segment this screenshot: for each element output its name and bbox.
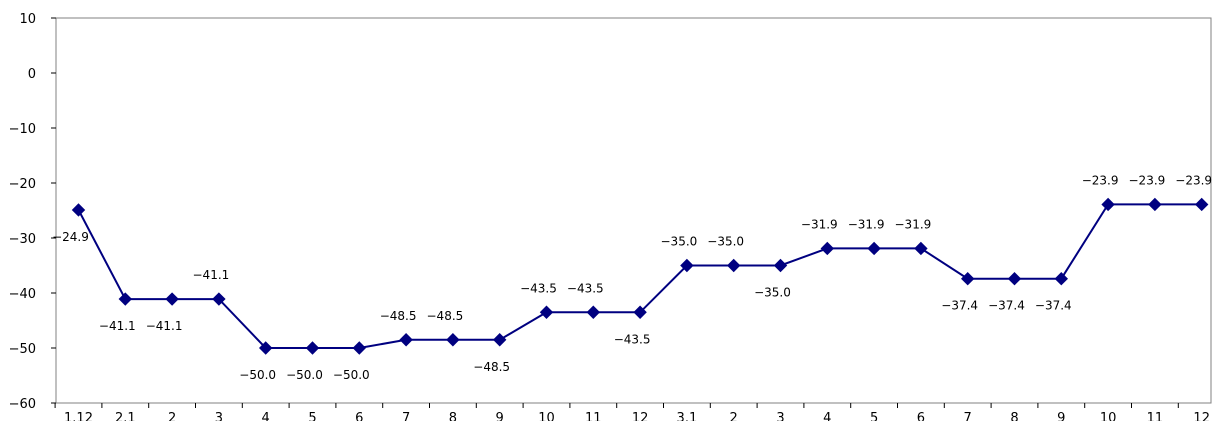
x-tick-label: 10 (538, 411, 555, 421)
data-label: −31.9 (801, 217, 838, 231)
data-label: −43.5 (520, 281, 557, 295)
series-polyline (77, 203, 1202, 349)
data-label: −23.9 (1129, 173, 1166, 187)
data-point-marker (352, 341, 367, 355)
data-label: −31.9 (895, 217, 932, 231)
data-point-marker (960, 271, 975, 286)
data-point-marker (1007, 271, 1022, 286)
data-label: −35.0 (754, 286, 791, 300)
data-label: −48.5 (473, 360, 510, 374)
data-point-marker (914, 241, 928, 256)
data-label: −35.0 (707, 235, 744, 249)
y-tick-label: 10 (19, 12, 36, 27)
x-tick-label: 2.1 (115, 411, 136, 421)
x-tick-label: 5 (870, 411, 878, 421)
y-tick-label: −60 (9, 397, 36, 412)
data-label: −48.5 (380, 309, 417, 323)
x-tick-label: 3 (215, 411, 223, 421)
data-point-marker (1054, 271, 1069, 286)
y-axis: 10 0 −10 −20 −30 −40 −50 −60 (9, 12, 1212, 412)
data-label: −31.9 (848, 217, 885, 231)
data-label: −37.4 (1035, 299, 1072, 313)
data-point-marker (212, 292, 226, 306)
data-point-marker (867, 241, 881, 256)
data-label: −43.5 (567, 281, 604, 295)
data-label: −23.9 (1175, 173, 1212, 187)
data-label: −50.0 (333, 368, 370, 382)
data-point-marker (633, 305, 647, 319)
data-point-marker (446, 333, 460, 347)
x-tick-label: 6 (917, 411, 925, 421)
data-label: −41.1 (193, 268, 230, 282)
x-tick-label: 4 (262, 411, 270, 421)
data-label: −43.5 (614, 332, 651, 346)
y-tick-label: −20 (9, 177, 36, 192)
y-tick-label: −30 (9, 232, 36, 247)
data-point-marker (680, 258, 694, 273)
y-tick-label: −40 (9, 287, 36, 302)
data-point-marker (820, 241, 835, 256)
data-label: −23.9 (1082, 173, 1119, 187)
x-tick-label: 8 (1010, 411, 1018, 421)
data-label: −41.1 (146, 319, 183, 333)
x-tick-label: 1.12 (64, 411, 93, 421)
x-tick-label: 9 (1057, 411, 1065, 421)
data-point-marker (71, 203, 86, 217)
data-label: −50.0 (286, 368, 323, 382)
x-tick-label: 7 (402, 411, 410, 421)
data-point-marker (586, 305, 601, 319)
data-point-marker (305, 341, 320, 355)
data-label: −24.9 (52, 230, 89, 244)
x-tick-label: 5 (308, 411, 316, 421)
x-tick-label: 4 (823, 411, 831, 421)
x-tick-label: 12 (1193, 411, 1210, 421)
x-tick-label: 3 (776, 411, 784, 421)
x-tick-label: 8 (449, 411, 457, 421)
data-point-marker (726, 258, 741, 273)
x-tick-label: 10 (1100, 411, 1117, 421)
data-point-marker (165, 292, 179, 306)
data-labels: −24.9 −41.1 −41.1 −41.1 −50.0 −50.0 −50.0 −48.5… (52, 173, 1212, 382)
data-label: −37.4 (941, 299, 978, 313)
data-point-marker (773, 258, 788, 273)
x-tick-label: 7 (964, 411, 972, 421)
data-point-marker (118, 292, 133, 306)
y-tick-label: −50 (9, 342, 36, 357)
data-label: −35.0 (661, 235, 698, 249)
data-point-marker (1101, 197, 1115, 212)
data-point-marker (1194, 197, 1209, 212)
data-point-marker (492, 333, 507, 347)
data-point-marker (258, 341, 273, 355)
data-point-marker (1148, 197, 1162, 212)
x-tick-label: 12 (632, 411, 649, 421)
x-tick-label: 11 (1147, 411, 1164, 421)
data-point-marker (539, 305, 554, 319)
plot-frame (55, 17, 1212, 404)
x-tick-label: 6 (355, 411, 363, 421)
x-tick-label: 9 (496, 411, 504, 421)
x-tick-label: 11 (585, 411, 602, 421)
x-tick-label: 2 (730, 411, 738, 421)
y-tick-label: 0 (28, 67, 36, 82)
x-tick-label: 3.1 (677, 411, 698, 421)
data-label: −48.5 (427, 309, 464, 323)
data-point-marker (399, 333, 413, 347)
x-axis: 1.12 2.1 2 3 4 5 6 7 8 9 10 11 12 3.1 2 3 4 5 6 7 8 9 10 11 12 (54, 403, 1210, 421)
y-tick-label: −10 (9, 122, 36, 137)
x-tick-label: 2 (168, 411, 176, 421)
data-label: −41.1 (99, 319, 136, 333)
series-line (71, 197, 1209, 355)
data-label: −50.0 (239, 368, 276, 382)
data-label: −37.4 (988, 299, 1025, 313)
